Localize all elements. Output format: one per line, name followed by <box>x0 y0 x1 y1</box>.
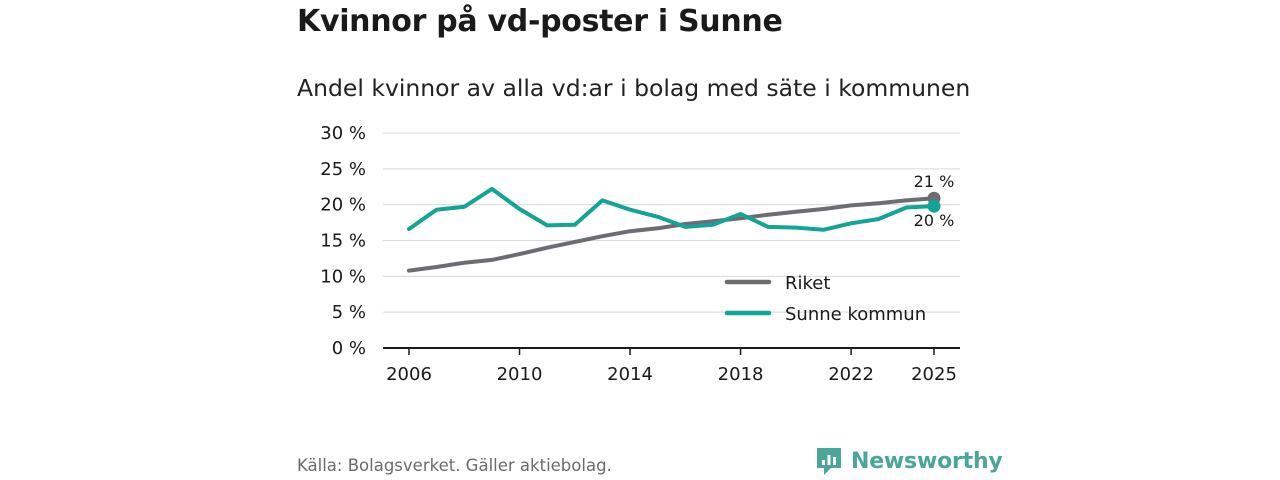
endpoint-dot-sunne <box>927 199 941 213</box>
brand-logo: Newsworthy <box>815 446 1003 476</box>
x-tick-label-2010: 2010 <box>497 364 543 385</box>
series-lines <box>407 186 936 273</box>
chart-title: Kvinnor på vd-poster i Sunne <box>297 4 783 39</box>
endpoint-label-sunne: 20 % <box>914 211 955 230</box>
y-axis: 0 % 5 % 10 % 15 % 20 % 25 % 30 % <box>320 123 366 359</box>
x-tick-label-2006: 2006 <box>386 364 432 385</box>
x-tick-label-2025: 2025 <box>911 364 957 385</box>
y-tick-label-0: 0 % <box>332 338 366 359</box>
legend: Riket Sunne kommun <box>724 273 926 325</box>
newsworthy-logo-icon <box>817 448 841 475</box>
x-axis: 2006 2010 2014 2018 2022 2025 <box>383 347 960 385</box>
y-tick-label-20: 20 % <box>320 195 366 216</box>
brand-name: Newsworthy <box>851 448 1003 474</box>
chart-subtitle: Andel kvinnor av alla vd:ar i bolag med … <box>297 74 971 102</box>
y-tick-label-15: 15 % <box>320 231 366 252</box>
series-line-riket <box>407 196 936 273</box>
endpoint-label-riket: 21 % <box>914 172 955 191</box>
x-tick-label-2018: 2018 <box>718 364 764 385</box>
y-tick-label-25: 25 % <box>320 159 366 180</box>
y-tick-label-30: 30 % <box>320 123 366 144</box>
y-tick-label-10: 10 % <box>320 266 366 287</box>
legend-label-riket: Riket <box>785 273 830 294</box>
series-endpoints: 21 % 20 % <box>914 172 955 230</box>
legend-label-sunne: Sunne kommun <box>785 304 926 325</box>
y-tick-label-5: 5 % <box>332 302 366 323</box>
x-tick-label-2014: 2014 <box>607 364 653 385</box>
source-note: Källa: Bolagsverket. Gäller aktiebolag. <box>297 456 612 475</box>
series-line-sunne <box>407 186 936 232</box>
x-tick-label-2022: 2022 <box>828 364 874 385</box>
